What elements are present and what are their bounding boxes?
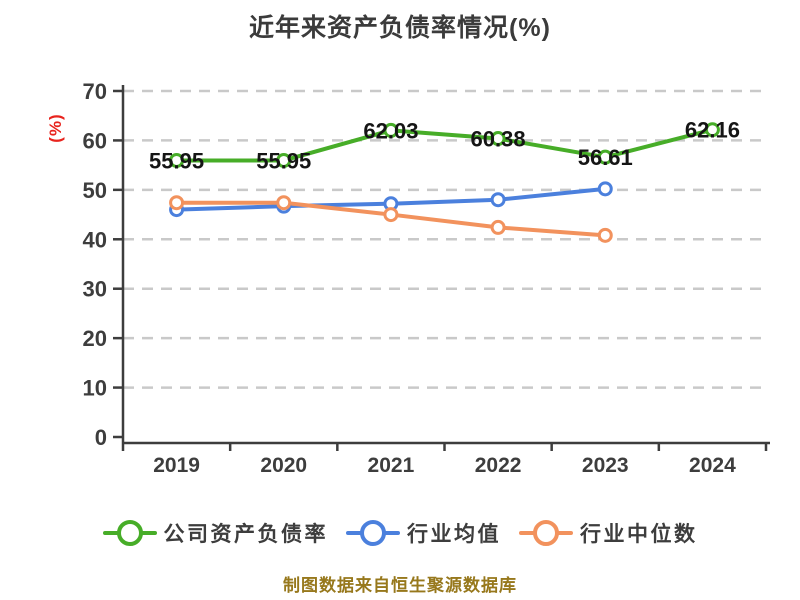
data-point-marker (597, 149, 613, 165)
data-point-marker (383, 207, 399, 223)
data-point-marker (597, 181, 613, 197)
y-tick-label: 20 (83, 326, 107, 351)
legend-item: 行业均值 (346, 518, 501, 548)
y-tick-label: 40 (83, 227, 107, 252)
y-tick-label: 10 (83, 376, 107, 401)
x-tick-label: 2020 (260, 454, 307, 477)
data-point-label: 60.38 (471, 127, 526, 152)
x-tick-label: 2024 (689, 454, 736, 477)
y-tick-label: 0 (95, 425, 107, 450)
data-point-marker (597, 227, 613, 243)
data-point-label: 55.95 (149, 148, 204, 173)
chart-title: 近年来资产负债率情况(%) (249, 14, 551, 42)
y-tick-label: 50 (83, 178, 107, 203)
y-axis-unit-label: (%) (46, 113, 65, 142)
data-point-marker (169, 152, 185, 168)
data-point-marker (704, 122, 720, 138)
data-point-marker (490, 131, 506, 147)
legend-label: 行业均值 (407, 523, 501, 546)
data-point-label: 56.61 (578, 145, 633, 170)
data-point-label: 62.16 (685, 118, 740, 143)
legend-item: 行业中位数 (519, 518, 698, 548)
legend-line-circle-icon (346, 520, 400, 546)
data-point-marker (276, 195, 292, 211)
data-point-marker (490, 219, 506, 235)
series-line (174, 127, 715, 163)
x-tick-label: 2021 (368, 454, 415, 477)
legend-item: 公司资产负债率 (102, 518, 329, 548)
data-point-label: 62.03 (363, 118, 418, 143)
legend-label: 行业中位数 (580, 523, 698, 546)
data-point-label: 55.95 (256, 148, 311, 173)
data-point-marker (383, 122, 399, 138)
x-tick-label: 2019 (153, 454, 200, 477)
y-tick-label: 60 (83, 128, 107, 153)
y-tick-label: 70 (83, 79, 107, 104)
data-point-marker (276, 152, 292, 168)
legend-circle (360, 520, 386, 546)
legend-circle (116, 520, 143, 546)
legend-line-circle-icon (102, 520, 157, 546)
data-point-marker (169, 195, 185, 211)
chart-legend: 公司资产负债率 行业均值 行业中位数 (0, 518, 800, 548)
legend-label: 公司资产负债率 (163, 523, 328, 546)
legend-line-circle-icon (519, 520, 573, 546)
x-tick-label: 2022 (475, 454, 522, 477)
legend-circle (533, 520, 559, 546)
y-tick-label: 30 (83, 277, 107, 302)
data-source-note: 制图数据来自恒生聚源数据库 (283, 576, 517, 595)
x-tick-label: 2023 (582, 454, 629, 477)
data-point-marker (490, 192, 506, 208)
